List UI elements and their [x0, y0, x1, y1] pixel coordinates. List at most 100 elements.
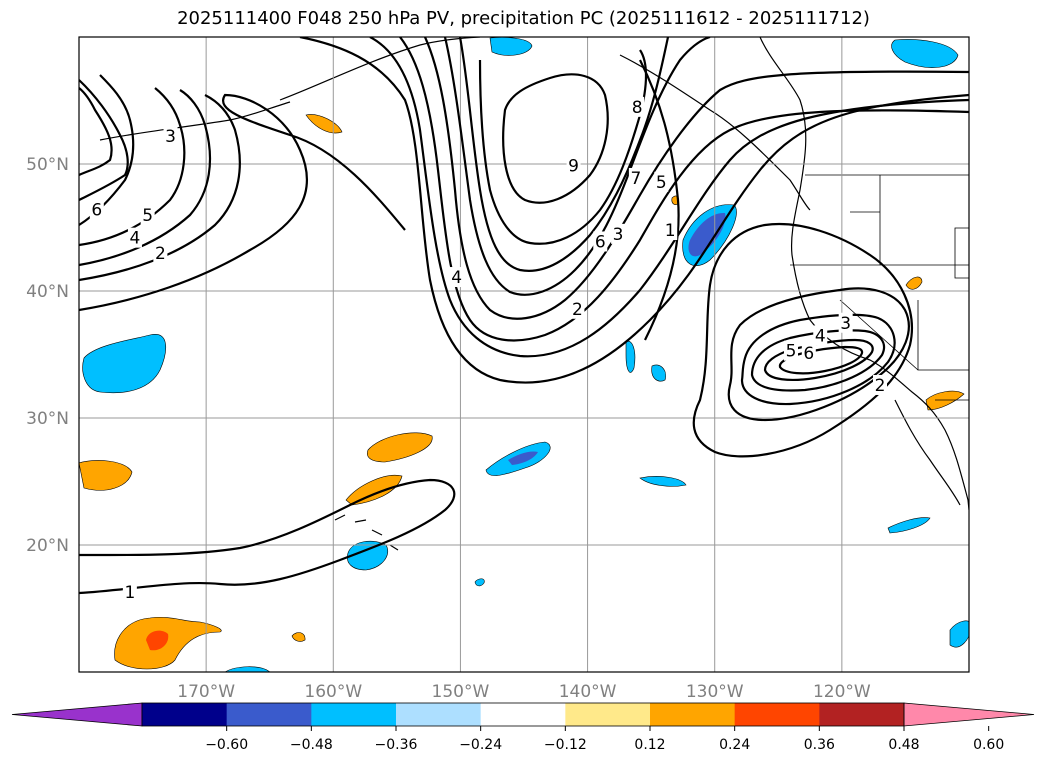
colorbar-segment [396, 703, 482, 726]
contour-label: 3 [613, 225, 624, 245]
map-frame [78, 36, 970, 673]
colorbar-tick-label: −0.36 [375, 737, 418, 753]
precip-area-pos-4-core [146, 630, 169, 651]
contour-label-bg [663, 220, 678, 241]
pv-contour-6-central [443, 37, 711, 296]
lon-tick-labels: 170°W 160°W 150°W 140°W 130°W 120°W [177, 682, 871, 702]
contour-label-bg [122, 581, 137, 602]
contour-label-bg [873, 374, 887, 395]
pv-contour-8-west [79, 87, 113, 177]
contour-label-bg [570, 298, 585, 319]
contour-label: 4 [130, 229, 141, 249]
pv-contour-1-north [639, 59, 680, 341]
precip-area-neg-10 [887, 517, 931, 534]
colorbar-tick-label: −0.12 [544, 737, 587, 753]
contour-label: 5 [656, 173, 667, 193]
lat-tick-label: 30°N [26, 409, 69, 429]
precip-area-pos-8 [291, 632, 306, 642]
precip-area-neg-4 [347, 540, 388, 571]
colorbar-tick-label: −0.48 [290, 737, 333, 753]
precip-area-neg-11 [949, 620, 969, 648]
contour-label-bg [566, 155, 581, 176]
colorbar: −0.60 −0.48 −0.36 −0.24 −0.12 0.12 0.24 0.36 0.4… [11, 702, 1035, 753]
gridlines [79, 37, 969, 672]
lon-tick-label: 160°W [304, 682, 362, 702]
precip-area-pos-1 [79, 460, 133, 491]
contour-label: 3 [165, 127, 176, 147]
lon-tick-label: 150°W [432, 682, 490, 702]
lon-tick-label: 120°W [813, 682, 871, 702]
pv-contour-5-east [750, 329, 886, 392]
pv-contours [79, 37, 969, 595]
contour-label: 1 [124, 583, 135, 603]
precip-area-neg-5 [891, 39, 959, 68]
pv-contour-4-east [740, 313, 896, 406]
precip-area-pos-6 [925, 390, 965, 411]
contour-label: 5 [142, 206, 153, 226]
contour-label-bg [654, 171, 669, 192]
coastline-north-america [759, 37, 969, 511]
lat-tick-label: 50°N [26, 155, 69, 175]
map-area [79, 37, 969, 672]
coastlines [99, 37, 969, 551]
contour-label: 6 [803, 344, 814, 364]
contour-label: 9 [568, 156, 579, 176]
precip-area-neg-3-core [508, 451, 538, 465]
colorbar-segment [311, 703, 397, 726]
pv-contour-5-central [423, 37, 969, 320]
pv-contour-4-west [79, 89, 212, 267]
contour-label-bg [89, 199, 104, 220]
contour-label-bg [784, 340, 798, 361]
colorbar-segment [734, 703, 820, 726]
precip-area-neg-1 [82, 334, 166, 394]
coastline-hawaii [334, 514, 399, 551]
contour-label: 8 [632, 98, 643, 118]
precip-area-neg-9 [639, 476, 687, 487]
precip-area-neg-8 [651, 364, 666, 382]
colorbar-tick-label: 0.36 [804, 737, 835, 753]
colorbar-tick-label: −0.60 [205, 737, 248, 753]
contour-label: 5 [786, 342, 797, 362]
contour-label-bg [449, 267, 464, 288]
contour-label-bg [801, 343, 816, 364]
precip-area-pos-3 [345, 474, 403, 506]
contour-label: 2 [572, 300, 583, 320]
contour-label-bg [611, 223, 626, 244]
colorbar-segment [480, 703, 566, 726]
pv-contour-7-west [79, 79, 129, 201]
colorbar-extend-min [11, 702, 143, 727]
pv-contour-2-west [79, 93, 406, 312]
pv-contour-4-central [399, 37, 969, 342]
contour-label-bg [163, 126, 178, 147]
colorbar-extend-max [903, 702, 1035, 727]
pv-contour-9-central [502, 73, 609, 204]
contour-label: 4 [451, 268, 462, 288]
contour-label: 6 [595, 232, 606, 252]
coastline-alaska-panhandle [619, 54, 811, 211]
contour-label: 2 [155, 244, 166, 264]
lon-tick-label: 140°W [559, 682, 617, 702]
colorbar-tick-label: 0.60 [973, 737, 1004, 753]
colorbar-segment [819, 703, 905, 726]
lon-tick-label: 170°W [177, 682, 235, 702]
contour-label-bg [140, 204, 155, 225]
lon-tick-label: 130°W [686, 682, 744, 702]
chart-title: 2025111400 F048 250 hPa PV, precipitatio… [177, 8, 870, 29]
precip-area-neg-13 [474, 578, 485, 587]
colorbar-tick-label: 0.24 [719, 737, 750, 753]
colorbar-segment [650, 703, 736, 726]
pv-contour-2-central [299, 37, 969, 384]
pv-contour-3-west [79, 94, 241, 282]
lat-tick-label: 40°N [26, 282, 69, 302]
precip-shading [79, 37, 969, 672]
contour-label-bg [628, 167, 643, 188]
contour-label: 2 [875, 376, 886, 396]
contour-label: 4 [815, 326, 826, 346]
lat-tick-label: 20°N [26, 536, 69, 556]
colorbar-segment [226, 703, 312, 726]
contour-label: 6 [91, 201, 102, 221]
contour-label: 7 [630, 169, 641, 189]
pv-contour-1-south [79, 478, 456, 595]
